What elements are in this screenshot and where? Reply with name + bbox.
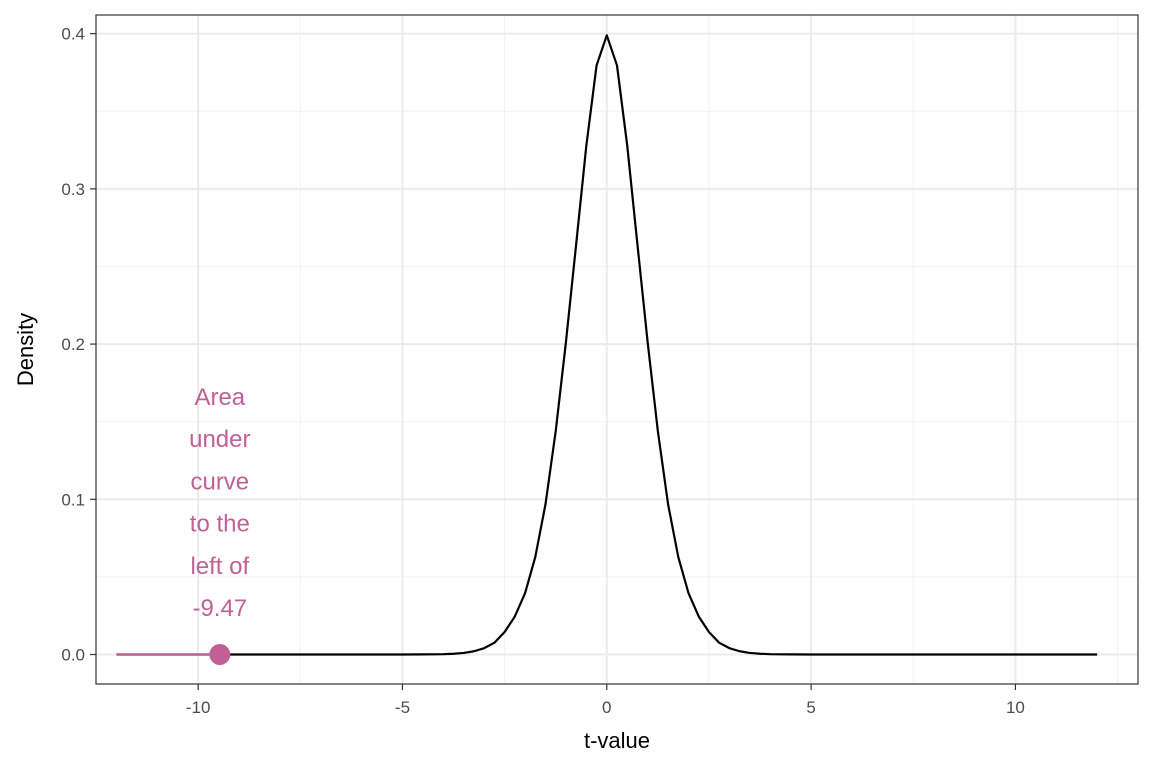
major-gridlines: [96, 15, 1138, 684]
y-tick-label: 0.0: [61, 646, 85, 665]
area-annotation: Area under curve to the left of -9.47: [189, 384, 250, 622]
x-tick-label: 5: [806, 698, 815, 717]
axis-ticks: [90, 33, 1017, 690]
annotation-line: -9.47: [192, 595, 247, 622]
plot-marks: [116, 34, 1098, 666]
x-tick-labels: -10 -5 0 5 10: [186, 698, 1025, 717]
minor-gridlines: [95, 15, 1138, 684]
annotation-line: Area: [194, 384, 245, 411]
y-axis-title: Density: [13, 313, 38, 386]
y-tick-label: 0.1: [61, 490, 85, 509]
annotation-line: curve: [190, 468, 249, 495]
y-tick-label: 0.3: [61, 180, 85, 199]
observed-t-point: [209, 644, 231, 666]
x-tick-label: -10: [186, 698, 211, 717]
y-tick-label: 0.2: [61, 335, 85, 354]
x-axis-title: t-value: [584, 728, 650, 753]
density-curve: [116, 34, 1098, 656]
x-tick-label: 10: [1006, 698, 1025, 717]
x-tick-label: 0: [602, 698, 611, 717]
annotation-line: left of: [190, 553, 249, 580]
x-tick-label: -5: [395, 698, 410, 717]
y-tick-labels: 0.0 0.1 0.2 0.3 0.4: [61, 25, 85, 665]
annotation-line: to the: [190, 511, 250, 538]
panel-border: [95, 14, 1139, 685]
y-tick-label: 0.4: [61, 25, 85, 44]
annotation-line: under: [189, 426, 250, 453]
